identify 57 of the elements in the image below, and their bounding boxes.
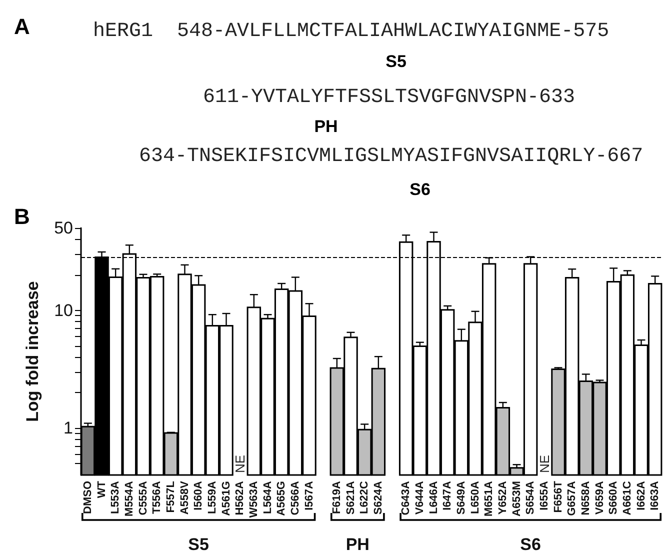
x-tick-label: C643A [400,480,412,516]
annotation: NE [536,454,552,473]
x-tick-label: DMSO [82,480,94,514]
text: 611-YVTALYFTFSSLTSVGFGNVSPN-633 [203,86,576,109]
text: S5 [386,52,406,72]
x-tick-label: L553A [110,480,122,514]
x-tick-label: T556A [151,480,164,514]
text: hERG1 548-AVLFLLMCTFALIAHWLACIWYAIGNME-575 [93,20,610,43]
x-tick-label: L622C [358,480,371,514]
x-tick-label: S624A [372,480,384,515]
x-tick-label: H562A [234,480,246,516]
text: S5 [188,535,209,554]
x-tick-label: A661C [621,480,634,516]
x-tick-label: G657A [566,480,578,516]
text: PH [346,535,370,554]
x-tick-label: S654A [524,480,537,515]
x-tick-label: C566A [289,480,302,516]
x-tick-label: V644A [414,480,426,515]
x-tick-label: L646A [428,480,440,514]
x-tick-label: L564A [262,480,274,514]
text: B [14,204,30,230]
text: S6 [520,535,541,554]
x-tick-label: S660A [608,480,620,515]
y-tick-label: 1 [64,418,73,438]
x-tick-label: A565G [276,481,288,516]
text: PH [314,117,338,137]
x-tick-label: F557L [164,480,177,513]
y-tick-label: 50 [54,218,73,238]
text: S6 [410,180,430,200]
x-tick-label: I560A [192,480,205,510]
x-tick-label: A558V [178,480,191,515]
x-tick-label: I567A [303,480,316,510]
text: A [14,14,30,40]
y-axis-title: Log fold increase [23,281,42,422]
x-tick-label: I663A [649,480,662,510]
x-tick-label: S621A [344,480,357,515]
x-tick-label: M554A [123,480,136,516]
x-tick-label: F619A [330,480,343,514]
x-tick-label: M651A [483,480,496,516]
x-tick-label: L650A [469,480,482,514]
x-tick-label: I647A [442,480,454,510]
x-tick-label: S649A [455,480,468,515]
x-tick-label: Y652A [496,480,509,515]
x-tick-label: A561G [220,481,232,516]
y-tick-label: 10 [54,300,73,320]
annotation: NE [232,454,248,473]
text: 634-TNSEKIFSICVMLIGSLMYASIFGNVSAIIQRLY-667 [139,145,644,168]
x-tick-label: A653M [510,481,523,516]
x-tick-label: I662A [635,480,648,510]
x-tick-label: L559A [206,480,218,514]
x-tick-label: WT [96,480,108,498]
x-tick-label: W563A [248,480,260,518]
x-tick-label: N658A [580,480,592,516]
x-tick-label: I655A [538,480,550,510]
x-tick-label: F656T [552,480,564,513]
x-tick-label: C555A [137,480,150,516]
x-tick-label: V659A [594,480,606,515]
